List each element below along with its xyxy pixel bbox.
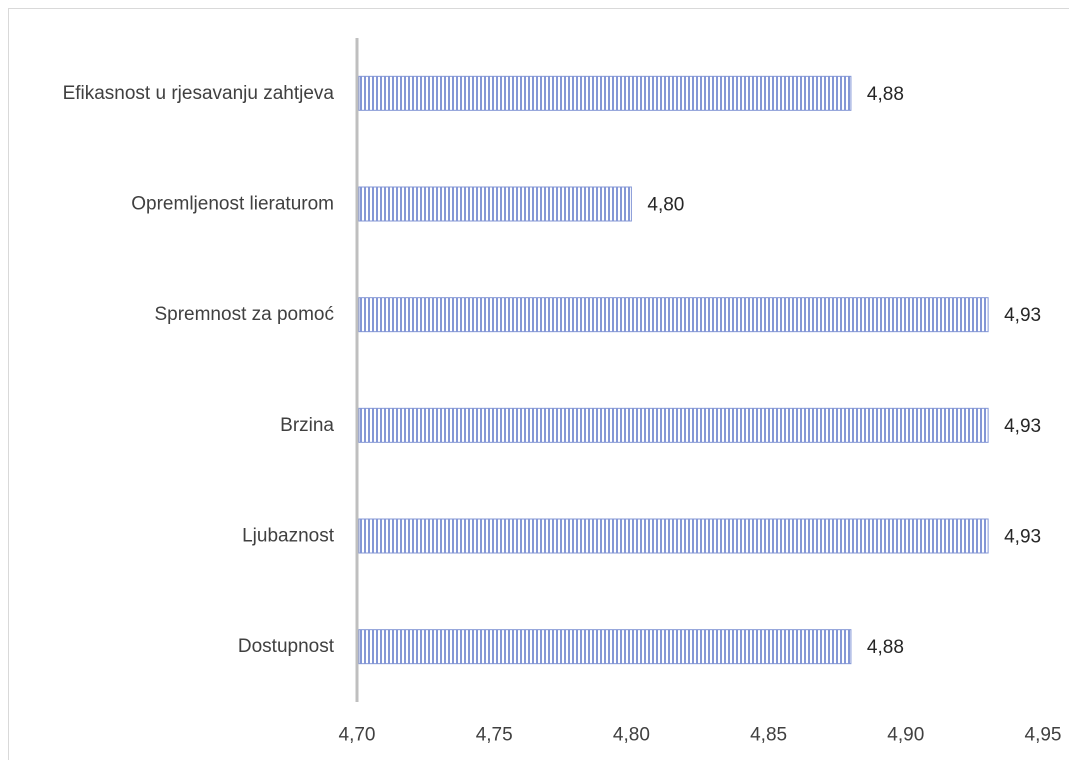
bar-6: [358, 629, 852, 665]
category-label: Ljubaznost: [242, 526, 335, 547]
data-label: 4,80: [647, 195, 684, 216]
data-label: 4,93: [1004, 527, 1041, 548]
data-label: 4,88: [867, 84, 904, 105]
x-tick-label: 4,85: [750, 725, 787, 746]
bar-1: [358, 75, 852, 111]
bar-3: [358, 297, 989, 333]
category-label: Dostupnost: [238, 636, 335, 657]
category-label: Spremnost za pomoć: [154, 304, 334, 325]
chart-frame: [8, 8, 1069, 760]
category-label: Brzina: [280, 415, 334, 436]
data-label: 4,93: [1004, 305, 1041, 326]
category-label: Efikasnost u rjesavanju zahtjeva: [63, 83, 335, 104]
data-label: 4,93: [1004, 416, 1041, 437]
category-label: Opremljenost lieraturom: [131, 194, 334, 215]
x-tick-label: 4,75: [476, 725, 513, 746]
data-label: 4,88: [867, 637, 904, 658]
x-tick-label: 4,95: [1025, 725, 1062, 746]
bar-5: [358, 518, 989, 554]
x-tick-label: 4,90: [887, 725, 924, 746]
x-tick-label: 4,80: [613, 725, 650, 746]
bar-2: [358, 186, 632, 222]
bar-4: [358, 407, 989, 443]
x-tick-label: 4,70: [339, 725, 376, 746]
